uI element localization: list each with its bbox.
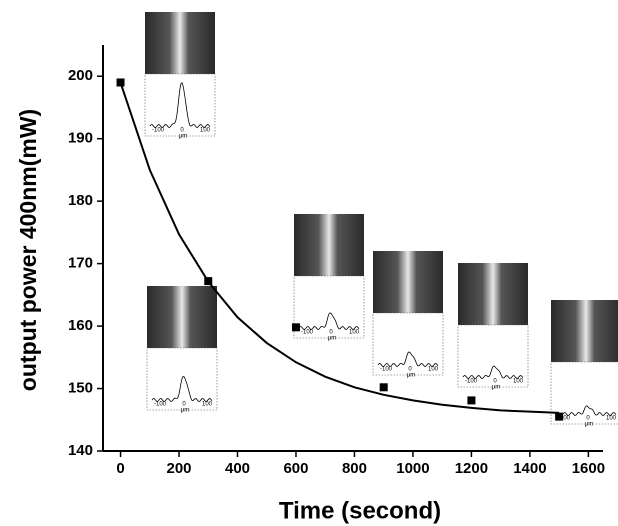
inset-tick-label: 0	[180, 128, 184, 134]
x-tick-label: 600	[283, 460, 308, 477]
inset-profile-frame	[372, 312, 444, 376]
inset-image	[294, 214, 364, 276]
inset-profile	[151, 375, 213, 402]
x-tick-label: 1400	[513, 460, 546, 477]
inset-tick-label: -100	[558, 416, 571, 422]
inset-tick-label: -100	[465, 379, 478, 385]
inset-tick-label: 0	[329, 330, 333, 336]
x-tick-label: 200	[167, 460, 192, 477]
data-point	[555, 412, 564, 421]
inset-profile-frame	[457, 324, 529, 388]
y-tick-label: 150	[68, 380, 93, 397]
inset-profile-frame	[293, 275, 365, 339]
x-tick-label: 1600	[572, 460, 605, 477]
inset-profile	[555, 405, 617, 416]
fit-curve	[119, 82, 560, 414]
inset-tick-label: 100	[513, 379, 524, 385]
inset-tick-label: 100	[606, 416, 617, 422]
inset: -100 0 100 μm	[146, 286, 218, 414]
inset: -100 0 100 μm	[372, 251, 444, 379]
data-point	[379, 383, 388, 392]
x-tick-label: 1200	[455, 460, 488, 477]
inset-tick-label: 100	[200, 128, 211, 134]
inset-profile	[377, 351, 439, 367]
inset-profile-frame	[144, 73, 216, 137]
inset-image	[145, 12, 215, 74]
data-point	[116, 78, 125, 87]
y-tick-label: 200	[68, 67, 93, 84]
inset-tick-label: 0	[182, 402, 186, 408]
y-tick-label: 140	[68, 442, 93, 459]
x-tick-label: 1000	[396, 460, 429, 477]
inset-tick-label: 0	[493, 379, 497, 385]
inset-tick-label: 0	[408, 367, 412, 373]
data-point	[467, 396, 476, 405]
inset-tick-label: -100	[152, 128, 165, 134]
inset-unit: μm	[179, 134, 187, 140]
y-tick-label: 160	[68, 317, 93, 334]
inset-image	[551, 300, 618, 362]
inset-image	[458, 263, 528, 325]
inset-tick-label: -100	[380, 367, 393, 373]
inset-tick-label: 100	[202, 402, 213, 408]
inset: -100 0 100 μm	[293, 214, 365, 342]
inset-profile	[462, 365, 524, 379]
inset-image	[147, 286, 217, 348]
x-axis-label: Time (second)	[279, 497, 441, 524]
inset-tick-label: 100	[349, 330, 360, 336]
inset-tick-label: 100	[428, 367, 439, 373]
x-tick-label: 0	[116, 460, 124, 477]
inset-unit: μm	[407, 373, 415, 379]
inset-profile	[298, 312, 360, 330]
inset-tick-label: 0	[586, 416, 590, 422]
inset-image	[373, 251, 443, 313]
x-tick-label: 400	[225, 460, 250, 477]
y-axis-label: output power 400nm(mW)	[15, 109, 41, 391]
y-tick-label: 180	[68, 192, 93, 209]
inset-unit: μm	[328, 336, 336, 342]
inset: -100 0 100 μm	[550, 300, 618, 428]
inset-tick-label: -100	[154, 402, 167, 408]
y-tick-label: 170	[68, 255, 93, 272]
inset-profile	[149, 82, 211, 128]
x-tick-label: 800	[342, 460, 367, 477]
inset: -100 0 100 μm	[144, 12, 216, 140]
data-point	[291, 323, 300, 332]
inset-tick-label: -100	[301, 330, 314, 336]
inset-unit: μm	[585, 422, 593, 428]
inset-unit: μm	[492, 385, 500, 391]
y-tick-label: 190	[68, 130, 93, 147]
inset: -100 0 100 μm	[457, 263, 529, 391]
inset-unit: μm	[181, 408, 189, 414]
